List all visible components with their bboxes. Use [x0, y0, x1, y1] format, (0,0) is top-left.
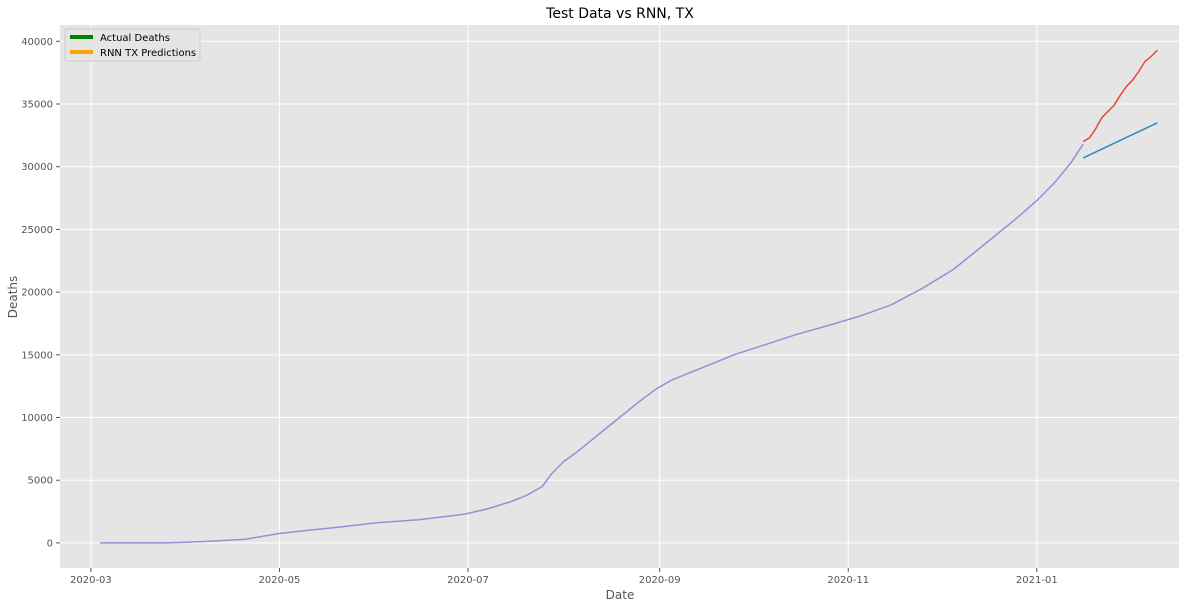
- x-tick-label: 2020-11: [827, 575, 869, 586]
- y-tick-label: 35000: [21, 100, 53, 111]
- legend-label-rnn-predictions: RNN TX Predictions: [100, 48, 196, 59]
- plot-area: [60, 25, 1179, 568]
- grid-layer: [60, 25, 1179, 568]
- x-tick-label: 2020-07: [447, 575, 489, 586]
- legend-label-actual-deaths: Actual Deaths: [100, 33, 170, 44]
- y-tick-label: 0: [47, 538, 53, 549]
- y-tick-label: 25000: [21, 225, 53, 236]
- y-tick-label: 5000: [28, 476, 53, 487]
- x-axis-label: Date: [606, 588, 635, 602]
- x-tick-label: 2020-05: [259, 575, 301, 586]
- legend: Actual Deaths RNN TX Predictions: [64, 28, 201, 62]
- series-line-rnn-prediction-upper: [1082, 49, 1158, 143]
- series-line-rnn-prediction-lower: [1082, 122, 1158, 159]
- y-tick-label: 15000: [21, 350, 53, 361]
- chart-title: Test Data vs RNN, TX: [545, 6, 694, 22]
- y-tick-label: 40000: [21, 37, 53, 48]
- y-axis-label: Deaths: [6, 276, 20, 319]
- tick-layer: 0 5000 10000 15000 20000 25000 30000 35000 40000…: [21, 37, 1058, 586]
- series-line-test-data: [100, 143, 1084, 544]
- x-tick-label: 2021-01: [1016, 575, 1058, 586]
- y-tick-label: 20000: [21, 288, 53, 299]
- legend-box: [64, 28, 201, 62]
- series-layer: [100, 49, 1158, 544]
- x-tick-label: 2020-03: [70, 575, 112, 586]
- y-tick-label: 30000: [21, 162, 53, 173]
- y-tick-label: 10000: [21, 413, 53, 424]
- x-tick-label: 2020-09: [639, 575, 681, 586]
